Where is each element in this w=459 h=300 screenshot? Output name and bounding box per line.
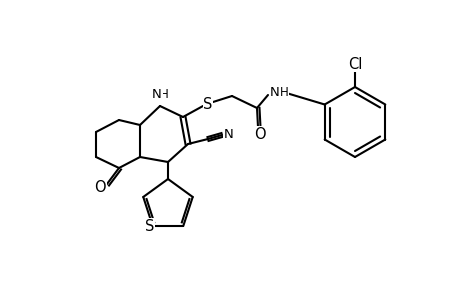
- Text: N: N: [152, 88, 162, 100]
- Text: H: H: [159, 88, 168, 100]
- Text: Cl: Cl: [347, 56, 361, 71]
- Text: O: O: [94, 179, 106, 194]
- Text: N: N: [224, 128, 233, 140]
- Text: O: O: [254, 127, 265, 142]
- Text: S: S: [145, 218, 154, 233]
- Text: H: H: [279, 85, 288, 98]
- Text: S: S: [203, 97, 212, 112]
- Text: N: N: [269, 85, 279, 98]
